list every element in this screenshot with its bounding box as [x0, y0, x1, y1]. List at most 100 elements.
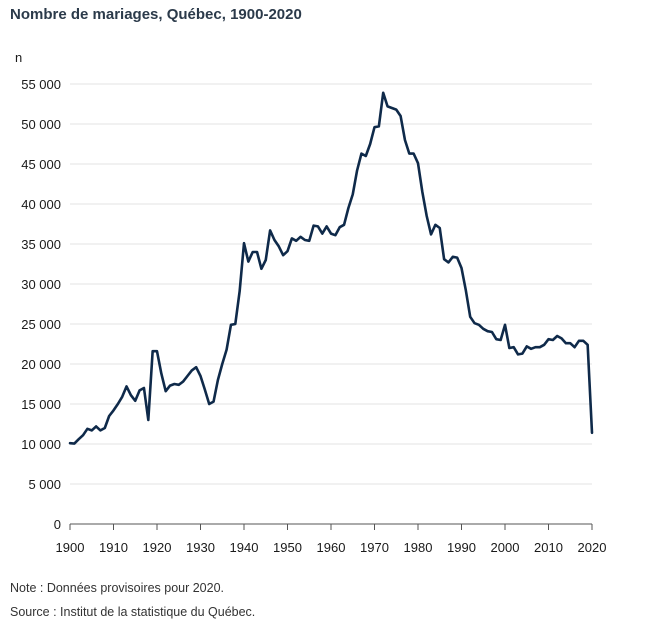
x-tick-label: 2010 — [534, 540, 563, 555]
data-point — [585, 342, 591, 348]
data-point — [163, 388, 169, 394]
data-point — [454, 255, 460, 261]
data-point — [589, 430, 595, 436]
data-point — [202, 387, 208, 393]
x-tick-label: 2020 — [578, 540, 607, 555]
data-point — [211, 399, 217, 405]
data-point — [459, 265, 465, 271]
y-tick-label: 25 000 — [21, 317, 61, 332]
data-point — [467, 314, 473, 320]
data-point — [345, 205, 351, 211]
data-point — [502, 322, 508, 328]
data-point — [263, 257, 269, 263]
data-point — [437, 225, 443, 231]
data-point — [411, 151, 417, 157]
y-tick-label: 55 000 — [21, 77, 61, 92]
data-point — [180, 379, 186, 385]
data-point — [415, 160, 421, 166]
data-point — [158, 371, 164, 377]
data-point — [154, 348, 160, 354]
y-tick-label: 30 000 — [21, 277, 61, 292]
data-point — [258, 266, 264, 272]
data-point — [428, 231, 434, 237]
chart-title: Nombre de mariages, Québec, 1900-2020 — [10, 6, 302, 23]
data-point — [363, 153, 369, 159]
footnote-source: Source : Institut de la statistique du Q… — [10, 605, 256, 619]
data-point — [106, 413, 112, 419]
x-tick-label: 1980 — [404, 540, 433, 555]
y-tick-label: 35 000 — [21, 237, 61, 252]
data-point — [285, 248, 291, 254]
data-point — [572, 344, 578, 350]
data-point — [376, 123, 382, 129]
data-point — [319, 231, 325, 237]
x-tick-label: 1930 — [186, 540, 215, 555]
data-point — [71, 441, 77, 447]
data-point — [232, 321, 238, 327]
x-axis-ticks: 1900 1910 1920 1930 1940 1950 1960 1970 1980 1990… — [56, 524, 607, 555]
data-point — [541, 342, 547, 348]
y-axis-ticks: 0 5 000 10 000 15 000 20 000 25 000 30 000 35 0… — [21, 77, 61, 532]
x-tick-label: 1920 — [143, 540, 172, 555]
data-point — [511, 344, 517, 350]
data-point — [445, 259, 451, 265]
y-tick-label: 15 000 — [21, 397, 61, 412]
data-point — [315, 223, 321, 229]
data-point — [402, 137, 408, 143]
x-tick-label: 1960 — [317, 540, 346, 555]
data-point — [245, 259, 251, 265]
data-point — [141, 385, 147, 391]
gridlines — [70, 83, 592, 485]
data-point — [193, 364, 199, 370]
data-point — [132, 398, 138, 404]
data-point — [398, 113, 404, 119]
data-point — [145, 417, 151, 423]
data-point — [489, 329, 495, 335]
y-tick-label: 50 000 — [21, 117, 61, 132]
data-point — [237, 288, 243, 294]
data-point — [115, 401, 121, 407]
data-point — [271, 237, 277, 243]
data-point — [519, 351, 525, 357]
series-line — [68, 91, 594, 445]
data-point — [215, 377, 221, 383]
data-point — [559, 335, 565, 341]
data-point — [393, 107, 399, 113]
data-point — [419, 189, 425, 195]
y-tick-label: 40 000 — [21, 197, 61, 212]
data-point — [350, 191, 356, 197]
data-point — [424, 213, 430, 219]
data-point — [80, 432, 86, 438]
data-point — [306, 238, 312, 244]
data-point — [367, 141, 373, 147]
data-point — [111, 407, 117, 413]
data-point — [198, 373, 204, 379]
x-tick-label: 2000 — [491, 540, 520, 555]
data-point — [463, 287, 469, 293]
data-point — [128, 392, 134, 398]
data-point — [241, 240, 247, 246]
data-point — [219, 361, 225, 367]
x-tick-label: 1910 — [99, 540, 128, 555]
x-tick-label: 1990 — [447, 540, 476, 555]
x-tick-label: 1940 — [230, 540, 259, 555]
data-point — [102, 425, 108, 431]
series-group — [68, 91, 595, 447]
y-axis-label: n — [15, 50, 22, 65]
y-tick-label: 45 000 — [21, 157, 61, 172]
data-point — [224, 347, 230, 353]
y-tick-label: 5 000 — [28, 477, 61, 492]
x-tick-label: 1900 — [56, 540, 85, 555]
data-point — [332, 232, 338, 238]
data-point — [341, 222, 347, 228]
x-tick-label: 1970 — [360, 540, 389, 555]
data-point — [267, 227, 273, 233]
y-tick-label: 0 — [54, 517, 61, 532]
data-point — [119, 394, 125, 400]
data-point — [124, 383, 130, 389]
data-point — [276, 243, 282, 249]
x-tick-label: 1950 — [273, 540, 302, 555]
data-point — [184, 373, 190, 379]
y-tick-label: 10 000 — [21, 437, 61, 452]
